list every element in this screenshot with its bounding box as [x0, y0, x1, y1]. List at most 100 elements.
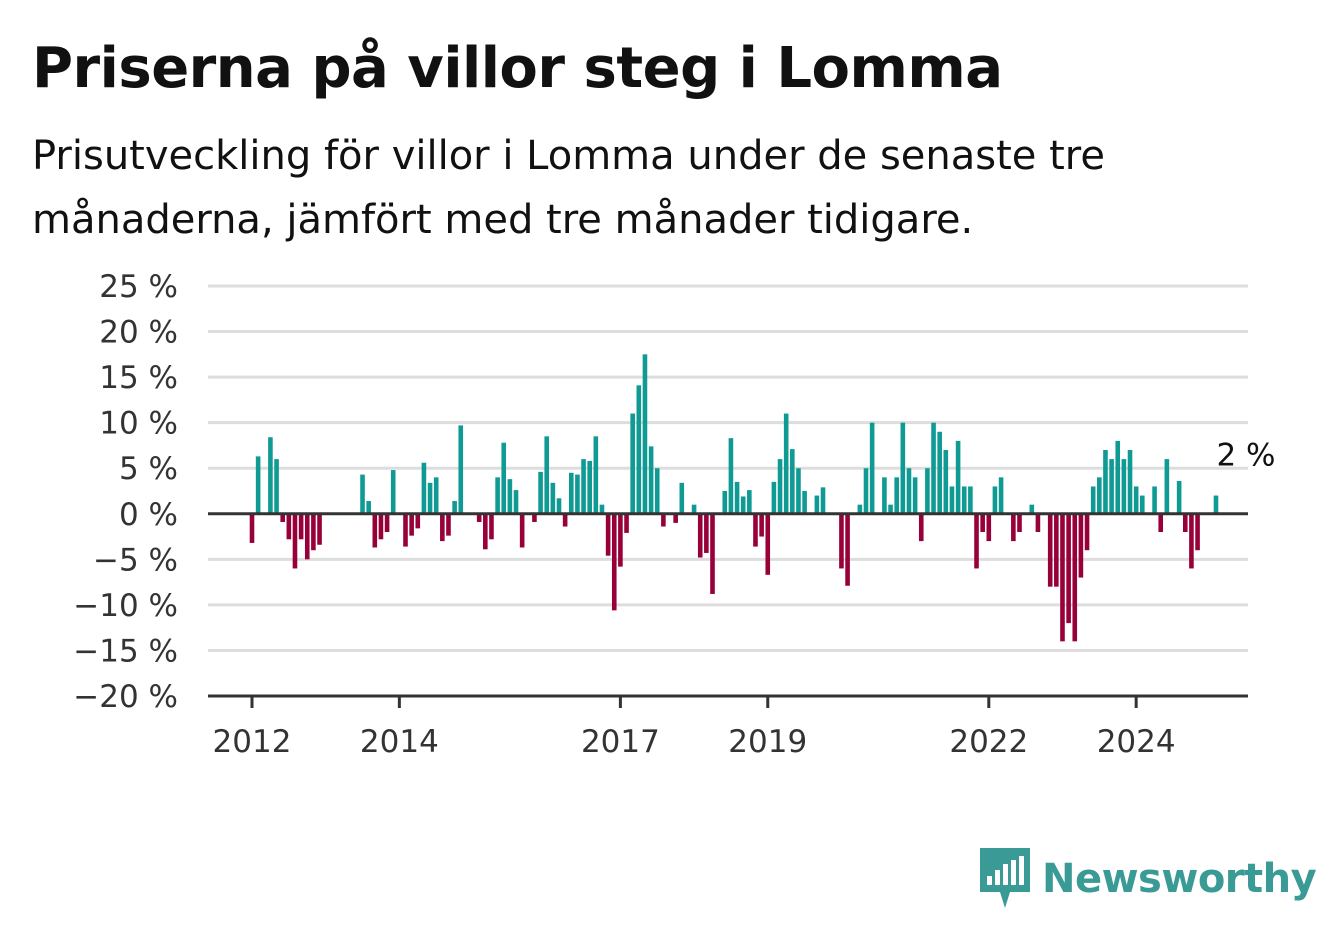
y-tick-label: 20 % [99, 315, 178, 351]
bar [304, 513, 310, 560]
bar [311, 513, 316, 551]
bar [360, 474, 365, 514]
bar [378, 513, 384, 540]
bar [372, 513, 378, 548]
bar [1152, 486, 1157, 514]
y-tick-label: −5 % [93, 542, 178, 578]
bars [249, 354, 1219, 642]
bar [777, 459, 783, 514]
bar [1054, 513, 1059, 587]
bar [710, 513, 715, 594]
bar [906, 468, 912, 514]
bar [918, 513, 924, 542]
bar [268, 437, 273, 514]
y-tick-label: 10 % [99, 406, 178, 442]
bar [740, 496, 746, 514]
bar [568, 472, 574, 514]
bar [642, 354, 648, 514]
bar [1182, 513, 1188, 532]
bar [759, 513, 764, 537]
bar [538, 471, 543, 514]
bar [1035, 513, 1041, 532]
bar [796, 468, 801, 514]
bar [894, 477, 899, 514]
bar [1109, 459, 1114, 514]
bar [1189, 513, 1194, 569]
bar [415, 513, 421, 529]
bar [734, 481, 740, 514]
bar [1158, 513, 1164, 532]
bar [421, 462, 427, 514]
bar [1047, 513, 1053, 587]
bar [845, 513, 850, 586]
bar [1176, 480, 1182, 514]
bar [446, 513, 451, 536]
bar [366, 501, 371, 514]
bar [1213, 495, 1219, 514]
bar [390, 470, 396, 514]
bar [937, 431, 942, 514]
bar [654, 468, 660, 514]
bar [1115, 440, 1121, 514]
bar [507, 479, 513, 514]
gridlines [208, 284, 1248, 652]
bar [255, 456, 261, 514]
x-tick-label: 2024 [1097, 724, 1176, 760]
bar [556, 498, 562, 514]
x-tick-label: 2012 [213, 724, 292, 760]
bar [1011, 513, 1016, 542]
bar [403, 513, 408, 547]
bar [661, 513, 666, 527]
bar [1090, 486, 1096, 514]
bar [513, 490, 519, 514]
bar-chart: 25 % 20 % 15 % 10 % 5 % 0 % −5 % −10 % −15 % −20 … [73, 269, 1275, 760]
bar [1097, 477, 1102, 514]
bar [630, 413, 635, 514]
bar [1066, 513, 1071, 624]
bar [949, 486, 955, 514]
x-tick-label: 2022 [949, 724, 1028, 760]
bar [1164, 459, 1170, 514]
bar [544, 436, 550, 514]
bar-chart-logo-icon [980, 848, 1030, 908]
bar [501, 442, 507, 514]
bar [765, 513, 771, 575]
x-tick-label: 2019 [728, 724, 807, 760]
x-tick-label: 2017 [581, 724, 660, 760]
bar [857, 504, 863, 514]
bar [624, 513, 629, 533]
bar [986, 513, 992, 542]
bar [673, 513, 678, 523]
bar [587, 460, 592, 514]
bar [998, 477, 1004, 514]
bar [532, 513, 537, 522]
y-tick-label: −10 % [73, 588, 178, 624]
bar [747, 490, 752, 514]
bar [605, 513, 611, 556]
axes [208, 512, 1248, 708]
bar [1121, 459, 1127, 514]
bar [961, 486, 967, 514]
brand-name: Newsworthy [1042, 856, 1317, 902]
y-tick-label: −20 % [73, 679, 178, 715]
bar [581, 459, 586, 514]
bar [955, 440, 961, 514]
bar [679, 482, 685, 514]
newsworthy-logo: Newsworthy [980, 848, 1317, 910]
bar [980, 513, 985, 532]
bar [433, 477, 439, 514]
bar [483, 513, 488, 550]
bar [409, 513, 414, 536]
bar [771, 481, 777, 514]
bar [298, 513, 304, 540]
bar [575, 474, 580, 514]
bar [280, 513, 285, 522]
bar [550, 482, 556, 514]
bar [882, 477, 887, 514]
bar [562, 513, 568, 527]
bar [888, 504, 893, 514]
bar [317, 513, 322, 545]
bar [1133, 486, 1139, 514]
bar [925, 468, 930, 514]
bar [839, 513, 844, 569]
